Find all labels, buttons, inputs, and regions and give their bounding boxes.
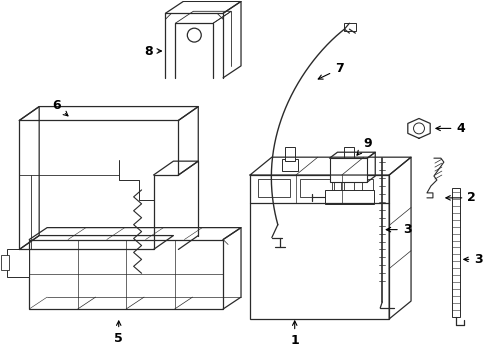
Bar xyxy=(284,147,294,161)
Text: 7: 7 xyxy=(318,62,343,79)
Text: 9: 9 xyxy=(356,137,371,155)
Text: 3: 3 xyxy=(386,223,410,236)
Bar xyxy=(341,159,357,171)
Bar xyxy=(344,147,354,161)
Bar xyxy=(329,158,366,182)
Bar xyxy=(344,23,356,31)
Bar xyxy=(257,179,289,197)
Text: 8: 8 xyxy=(144,45,161,58)
Text: 2: 2 xyxy=(445,192,475,204)
Bar xyxy=(29,239,223,309)
Bar xyxy=(1,255,9,270)
Bar xyxy=(281,159,297,171)
Bar xyxy=(7,249,29,277)
Bar xyxy=(324,190,373,204)
Text: 1: 1 xyxy=(290,321,299,347)
Text: 5: 5 xyxy=(114,321,123,345)
Text: 4: 4 xyxy=(435,122,464,135)
Bar xyxy=(341,179,372,197)
Text: 3: 3 xyxy=(463,253,482,266)
Bar xyxy=(249,175,388,319)
Text: 6: 6 xyxy=(52,99,68,116)
Bar xyxy=(451,188,459,317)
Bar xyxy=(299,179,331,197)
